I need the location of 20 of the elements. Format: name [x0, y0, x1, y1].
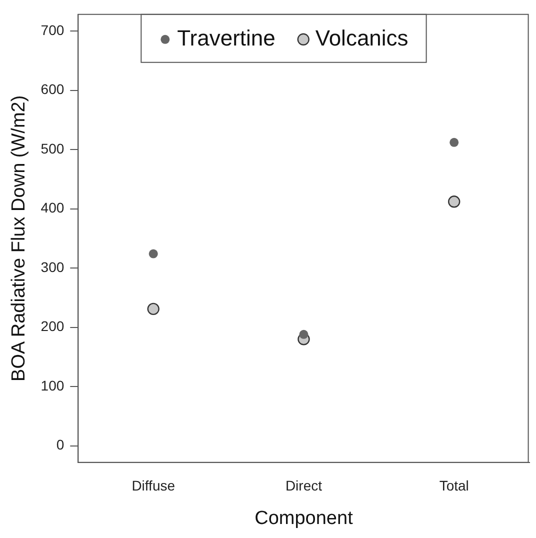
point — [148, 249, 158, 258]
x-tick-label: Diffuse — [132, 478, 176, 494]
y-tick-label: 300 — [40, 258, 64, 275]
y-tick-label: 0 — [56, 436, 64, 453]
y-tick-label: 100 — [40, 377, 64, 394]
y-tick-label: 500 — [40, 140, 64, 156]
point — [147, 302, 160, 316]
point — [448, 196, 460, 208]
y-tick-label: 200 — [40, 318, 64, 334]
x-tick-label: Total — [439, 478, 469, 494]
point — [299, 330, 308, 339]
x-tick-label: Direct — [285, 478, 322, 494]
point — [450, 138, 459, 147]
legend-label: Travertine — [177, 25, 276, 50]
y-tick-label: 700 — [40, 22, 64, 38]
x-axis-title: Component — [254, 508, 354, 529]
y-tick-label: 400 — [40, 200, 64, 216]
y-axis-title: BOA Radiative Flux Down (W/m2) — [8, 95, 30, 382]
y-tick-label: 600 — [40, 81, 64, 98]
legend-label: Volcanics — [315, 25, 408, 50]
